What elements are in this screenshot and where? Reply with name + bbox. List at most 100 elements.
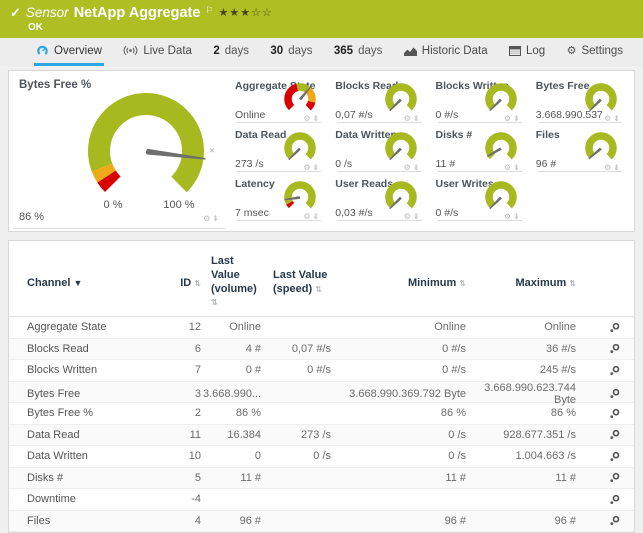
maximum-value: 86 %: [550, 407, 576, 420]
tab-overview[interactable]: Overview: [34, 38, 104, 66]
table-header-row: Channel ▼ ID ⇅ Last Value (volume) ⇅ Las…: [9, 241, 634, 317]
channel-settings-icon[interactable]: [609, 451, 620, 462]
gauge-title: Data Written: [335, 129, 397, 141]
gear-icon[interactable]: ⚙: [503, 212, 514, 221]
tile-actions: ⚙⇟: [303, 114, 321, 123]
minimum-value: 0 #/s: [442, 342, 466, 355]
gear-icon[interactable]: ⚙: [403, 212, 413, 221]
pin-icon[interactable]: ⇟: [312, 212, 322, 221]
gauge-tile-blocks-written: Blocks Written 0 #/s ⚙⇟: [434, 76, 526, 125]
tile-actions: ⚙⇟: [404, 114, 422, 123]
pin-icon[interactable]: ⇟: [412, 163, 422, 172]
maximum-value: 928.677.351 /s: [503, 428, 576, 441]
tab-historic-data[interactable]: Historic Data: [402, 38, 490, 66]
pin-icon[interactable]: ⇟: [513, 114, 522, 123]
maximum-value: 96 #: [554, 514, 576, 527]
channel-name: Disks #: [27, 471, 64, 484]
object-kind-label: Sensor: [25, 5, 69, 20]
gear-icon[interactable]: ⚙: [203, 214, 213, 223]
col-header-last-value-speed[interactable]: Last Value (speed) ⇅: [273, 268, 328, 295]
col-header-maximum[interactable]: Maximum ⇅: [515, 276, 576, 289]
minimum-value: 0 /s: [448, 450, 466, 463]
gauge-title: User Reads: [335, 178, 394, 190]
gauge-title: Disks #: [435, 129, 473, 141]
gauge-value: 96 #: [535, 158, 557, 170]
gauge-arc: [485, 181, 517, 213]
pin-icon[interactable]: ⇟: [412, 114, 422, 123]
gear-icon[interactable]: ⚙: [303, 114, 313, 123]
pin-icon[interactable]: ⇟: [513, 163, 522, 172]
pin-icon[interactable]: ⇟: [513, 212, 522, 221]
gauge-tile-files: Files 96 # ⚙⇟: [534, 125, 626, 174]
gauge: [281, 129, 319, 167]
priority-stars[interactable]: ★★★☆☆: [218, 7, 273, 19]
pin-icon[interactable]: ⇟: [613, 114, 622, 123]
gear-icon[interactable]: ⚙: [303, 212, 313, 221]
tab-30-days[interactable]: 30 days: [268, 38, 314, 66]
gear-icon[interactable]: ⚙: [503, 163, 514, 172]
gauge-icon: [36, 44, 49, 57]
channel-settings-icon[interactable]: [609, 515, 620, 526]
empty-tile: [534, 174, 626, 223]
channel-settings-icon[interactable]: [609, 322, 620, 333]
tab-log[interactable]: Log: [507, 38, 547, 66]
minimum-value: 86 %: [440, 407, 466, 420]
channel-name: Data Read: [27, 428, 80, 441]
pin-icon[interactable]: ⇟: [212, 214, 221, 223]
col-header-channel[interactable]: Channel ▼: [27, 276, 83, 289]
tab-settings[interactable]: ⚙ Settings: [565, 38, 625, 66]
tab-2-days[interactable]: 2 days: [211, 38, 251, 66]
channel-name: Blocks Written: [27, 364, 98, 377]
table-row: Aggregate State 12 Online Online Online: [9, 317, 634, 339]
col-header-last-value-volume[interactable]: Last Value (volume) ⇅: [211, 255, 257, 308]
gauge: [281, 80, 319, 118]
primary-gauge-value: 86 %: [19, 211, 45, 223]
pin-icon[interactable]: ⇟: [613, 163, 622, 172]
col-header-minimum[interactable]: Minimum ⇅: [407, 276, 466, 289]
gear-icon[interactable]: ⚙: [403, 114, 413, 123]
channel-id: 6: [194, 342, 201, 355]
table-row: Bytes Free % 2 86 % 86 % 86 %: [9, 403, 634, 425]
channel-settings-icon[interactable]: [609, 472, 620, 483]
table-row: Files 4 96 # 96 # 96 #: [9, 510, 634, 532]
gear-icon[interactable]: ⚙: [503, 114, 514, 123]
channel-settings-icon[interactable]: [609, 343, 620, 354]
channel-settings-icon[interactable]: [609, 494, 620, 505]
maximum-value: 1.004.663 /s: [515, 450, 576, 463]
tab-number: 2: [213, 44, 220, 57]
col-header-id[interactable]: ID ⇅: [180, 276, 201, 289]
channel-settings-icon[interactable]: [609, 429, 620, 440]
tab-unit: days: [288, 44, 313, 57]
tab-number: 365: [333, 44, 354, 57]
gear-icon[interactable]: ⚙: [303, 163, 313, 172]
minimum-value: 11 #: [445, 471, 466, 484]
tile-actions: ⚙⇟: [303, 212, 321, 221]
gear-icon[interactable]: ⚙: [604, 114, 614, 123]
flag-icon[interactable]: ⚐: [205, 5, 214, 15]
sort-icon: ⇅: [315, 284, 322, 294]
channel-settings-icon[interactable]: [609, 388, 620, 399]
tab-label: Settings: [581, 44, 623, 57]
last-value-volume: Online: [229, 321, 261, 334]
gauge-value: 7 msec: [235, 207, 269, 219]
channel-id: 7: [194, 364, 201, 377]
channel-table: Channel ▼ ID ⇅ Last Value (volume) ⇅ Las…: [8, 240, 635, 533]
sensor-title: NetApp Aggregate: [73, 5, 201, 21]
channel-settings-icon[interactable]: [609, 365, 620, 376]
tab-number: 30: [270, 44, 284, 57]
last-value-volume: 3.668.990...: [203, 387, 262, 400]
gauge: [382, 80, 420, 118]
maximum-value: 36 #/s: [546, 342, 576, 355]
gear-icon[interactable]: ⚙: [604, 163, 614, 172]
channel-settings-icon[interactable]: [609, 408, 620, 419]
last-value-speed: 273 /s: [301, 428, 331, 441]
pin-icon[interactable]: ⇟: [312, 163, 322, 172]
gear-icon[interactable]: ⚙: [403, 163, 413, 172]
gauge-tip-icon: ✕: [209, 148, 215, 155]
tab-365-days[interactable]: 365 days: [332, 38, 384, 66]
tab-label: Overview: [54, 44, 102, 57]
pin-icon[interactable]: ⇟: [412, 212, 422, 221]
pin-icon[interactable]: ⇟: [312, 114, 322, 123]
tab-live-data[interactable]: Live Data: [121, 38, 194, 66]
tab-unit: days: [224, 44, 250, 57]
